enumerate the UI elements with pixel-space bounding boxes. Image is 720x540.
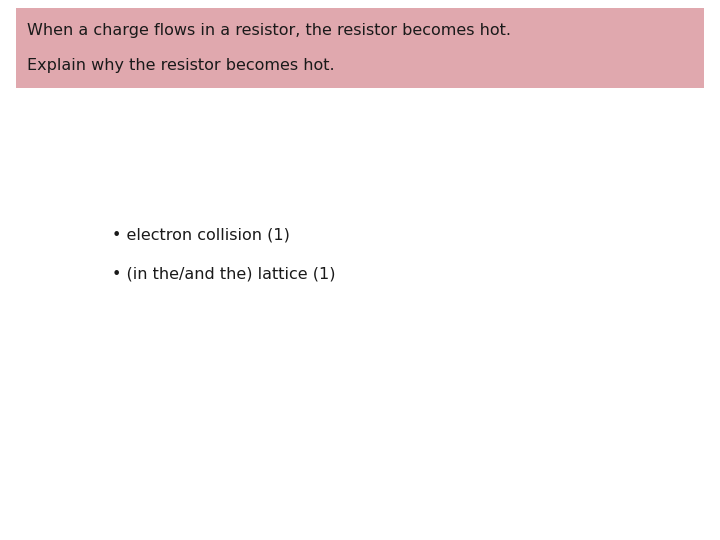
FancyBboxPatch shape (16, 8, 704, 88)
Text: • electron collision (1): • electron collision (1) (112, 227, 289, 242)
Text: Explain why the resistor becomes hot.: Explain why the resistor becomes hot. (27, 58, 335, 73)
Text: • (in the/and the) lattice (1): • (in the/and the) lattice (1) (112, 266, 335, 281)
Text: When a charge flows in a resistor, the resistor becomes hot.: When a charge flows in a resistor, the r… (27, 23, 511, 38)
